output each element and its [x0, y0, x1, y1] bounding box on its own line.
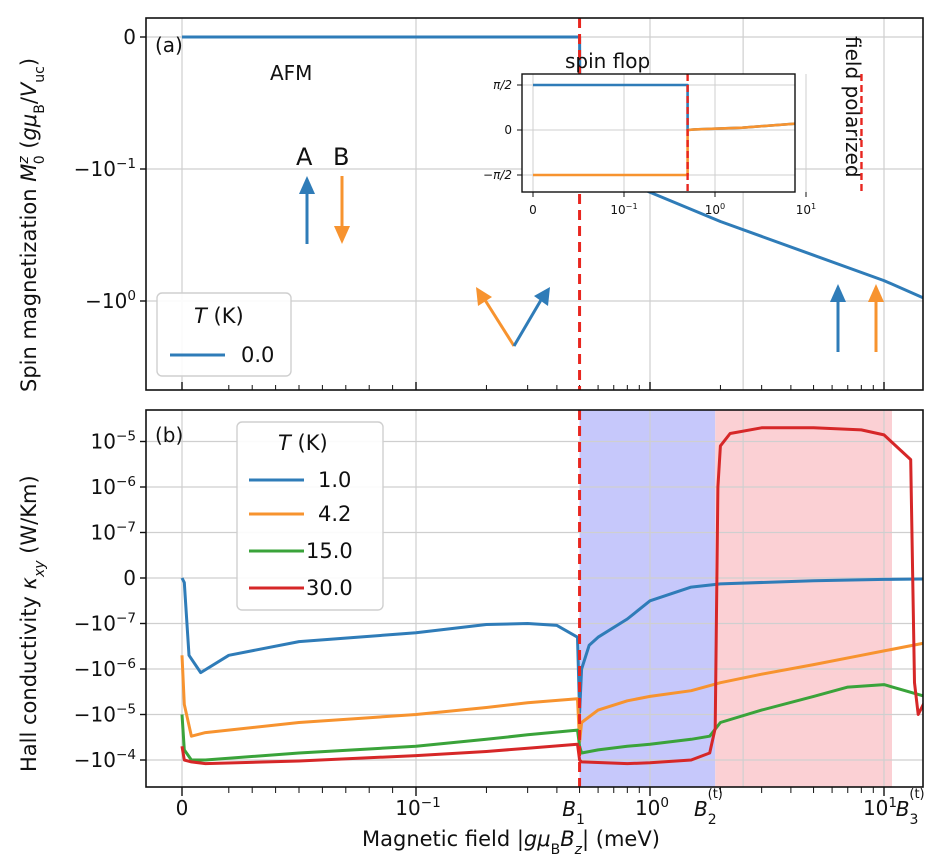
- panel-a-y-ticks: 0 −10−1 −100: [74, 25, 146, 313]
- panel-b-regime-bands: [579, 410, 892, 787]
- panel-b-y-axis-title: Hall conductivity κxy (W/Km): [17, 475, 48, 772]
- legend-a-entry: 0.0: [241, 343, 274, 367]
- panel-a-critical-field-lines: [578, 18, 582, 390]
- inset-ticks: π/2 0 −π/2 0 10−1 100 101: [483, 78, 816, 217]
- tick-label-b-y-6: −10−5: [74, 702, 136, 727]
- series-b-1.0: [180, 577, 923, 714]
- legend-b-title: T (K): [278, 431, 328, 455]
- fp-arrow-a-icon: [830, 284, 846, 352]
- panel-a-legend: T (K) 0.0: [156, 292, 292, 377]
- legend-b-entry-4: 30.0: [306, 576, 353, 600]
- inset-tick-label-y-2: −π/2: [483, 168, 512, 182]
- tick-label-b-y-7: −10−4: [74, 747, 136, 772]
- tick-label-b-x-3: 101: [863, 795, 897, 820]
- legend-b-entry-3: 15.0: [306, 539, 353, 563]
- spin-flop-label: spin flop: [565, 49, 650, 73]
- spin-arrows: [299, 176, 884, 352]
- panel-a-x-ticks: [181, 382, 885, 390]
- tick-label-a-y-0: 0: [123, 25, 136, 49]
- legend-b-box: [236, 421, 384, 611]
- panel-a-label: (a): [155, 33, 183, 57]
- series-b-30.0: [180, 426, 923, 766]
- regime-band-1: [715, 410, 892, 787]
- tick-label-a-y-2: −100: [85, 288, 136, 313]
- panel-b-legend: T (K) 1.0 4.2 15.0 30.0: [236, 421, 384, 611]
- tick-label-b-x-1: 10−1: [395, 795, 441, 820]
- afm-arrow-b-icon: [334, 176, 350, 244]
- tick-label-b-y-4: −10−7: [74, 611, 136, 636]
- x-axis-title: Magnetic field |gμBBz| (meV): [362, 827, 660, 857]
- tick-label-b-y-1: 10−6: [91, 474, 137, 499]
- inset-frame-bg: [522, 74, 795, 192]
- inset-critical-field-lines: [686, 74, 863, 192]
- inset-tick-label-x-3: 101: [796, 201, 816, 217]
- tick-label-b-y-0: 10−5: [91, 429, 137, 454]
- panel-a-frame: [145, 17, 924, 391]
- spin-flop-inset: π/2 0 −π/2 0 10−1 100 101: [483, 73, 863, 217]
- tick-label-b-y-3: 0: [123, 566, 136, 590]
- tick-label-a-y-1: −10−1: [74, 156, 136, 181]
- panel-b-label: (b): [155, 423, 183, 447]
- panel-b: 10−5 10−6 10−7 0 −10−7 −10−6 −10−5 −10−4 0 10−1 1…: [74, 409, 925, 828]
- afm-arrow-a-icon: [299, 176, 315, 244]
- sublattice-a-label: A: [296, 143, 313, 171]
- legend-a-title: T (K): [194, 304, 244, 328]
- regime-band-0: [579, 410, 716, 787]
- panel-b-series: [180, 426, 923, 766]
- x-marker-label-1: B2(t): [694, 787, 723, 828]
- inset-tick-label-x-0: 0: [529, 203, 537, 217]
- sublattice-b-label: B: [333, 143, 349, 171]
- afm-label: AFM: [270, 61, 312, 85]
- panel-a-y-axis-title: Spin magnetization Mz0 (gμB/Vuc): [16, 58, 48, 392]
- series-b-4.2: [180, 641, 923, 744]
- inset-tick-label-y-0: π/2: [493, 78, 512, 92]
- tick-label-b-y-5: −10−6: [74, 656, 136, 681]
- x-marker-label-0: B1: [562, 797, 585, 828]
- tick-label-b-x-2: 100: [635, 795, 669, 820]
- panel-b-frame: [145, 409, 924, 788]
- panel-a: 0−10−1−100 (a) AFM spin flop field polar…: [74, 17, 924, 391]
- spinflop-arrow-b-icon: [476, 287, 516, 347]
- x-marker-label-2: B3(t): [896, 787, 925, 828]
- inset-tick-label-x-1: 10−1: [610, 201, 637, 217]
- tick-label-b-x-0: 0: [176, 796, 189, 820]
- spinflop-arrow-a-icon: [512, 287, 550, 347]
- inset-tick-label-y-1: 0: [504, 123, 512, 137]
- fp-arrow-b-icon: [868, 284, 884, 352]
- panel-b-y-ticks: 10−5 10−6 10−7 0 −10−7 −10−6 −10−5 −10−4: [74, 429, 146, 772]
- inset-tick-label-x-2: 100: [705, 201, 725, 217]
- inset-frame: [521, 73, 796, 193]
- legend-b-entry-2: 4.2: [318, 502, 351, 526]
- legend-b-entry-1: 1.0: [318, 468, 351, 492]
- tick-label-b-y-2: 10−7: [91, 520, 137, 545]
